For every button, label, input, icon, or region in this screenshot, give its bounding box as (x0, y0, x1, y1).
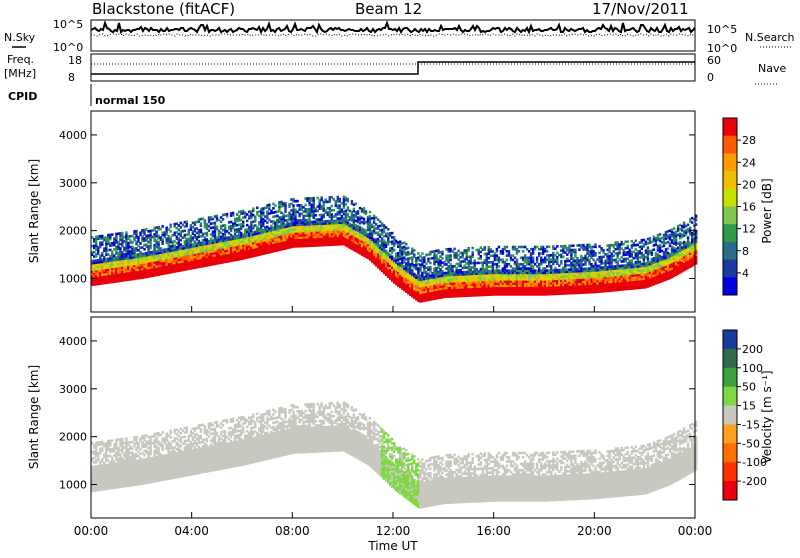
nsky-trace (91, 23, 695, 32)
powerBar-tick-label: 8 (742, 245, 749, 258)
freq-tick-bottom: 8 (68, 71, 75, 84)
noise-panel: N.Sky 10^5 10^0 10^5 10^0 N.Search (4, 18, 795, 55)
nave-tick-top: 60 (707, 54, 721, 67)
noise-tick-left-top: 10^5 (53, 18, 83, 31)
time-tick-label: 00:00 (74, 524, 109, 538)
time-axis: 00:00 04:00 08:00 12:00 16:00 20:00 00:00 (74, 306, 713, 538)
power-y-tick-label: 1000 (59, 273, 87, 286)
power-colorbar: 28 24 20 16 12 8 4 (723, 118, 756, 296)
velBar-tick-label: 200 (742, 343, 763, 356)
velocity-panel: 1000 2000 3000 4000 Slant Range [km] (27, 317, 697, 518)
powerBar-tick-label: 12 (742, 223, 756, 236)
velocity-y-tick-label: 3000 (59, 383, 87, 396)
noise-tick-left-bottom: 10^0 (53, 41, 83, 54)
time-tick-label: 16:00 (476, 524, 511, 538)
nave-tick-bottom: 0 (707, 71, 714, 84)
velBar-tick-label: -15 (742, 418, 760, 431)
noise-tick-right-top: 10^5 (707, 23, 737, 36)
power-ylabel: Slant Range [km] (27, 159, 41, 263)
power-colorbar-label: Power [dB] (760, 178, 774, 243)
cpid-value: normal 150 (95, 94, 166, 107)
time-tick-label: 04:00 (174, 524, 209, 538)
power-panel: 1000 2000 3000 4000 Slant Range [km] (27, 111, 697, 312)
beam-title: Beam 12 (355, 0, 422, 18)
nave-label: Nave (758, 62, 786, 75)
time-tick-label: 20:00 (577, 524, 612, 538)
powerBar-tick-label: 24 (742, 156, 756, 169)
freq-label-line1: Freq. (7, 53, 34, 66)
power-y-tick-label: 3000 (59, 177, 87, 190)
freq-tick-top: 18 (68, 54, 82, 67)
velocity-y-tick-label: 4000 (59, 335, 87, 348)
velBar-tick-label: 15 (742, 400, 756, 413)
nsearch-label: N.Search (745, 31, 795, 44)
velocity-y-tick-label: 1000 (59, 479, 87, 492)
nsky-label: N.Sky (4, 31, 36, 44)
powerBar-tick-label: 28 (742, 134, 756, 147)
powerBar-tick-label: 16 (742, 201, 756, 214)
time-tick-label: 12:00 (376, 524, 411, 538)
power-y-tick-label: 2000 (59, 225, 87, 238)
nsearch-trace (91, 34, 695, 36)
velBar-tick-label: -50 (742, 437, 760, 450)
power-backscatter (91, 196, 697, 303)
date-title: 17/Nov/2011 (592, 0, 689, 18)
powerBar-tick-label: 4 (742, 267, 749, 280)
time-tick-label: 08:00 (275, 524, 310, 538)
time-axis-label: Time UT (367, 539, 418, 553)
velBar-tick-label: -200 (742, 475, 767, 488)
time-tick-label: 00:00 (678, 524, 713, 538)
freq-panel: Freq. [MHz] 18 8 60 0 Nave (4, 53, 786, 84)
velocity-ylabel: Slant Range [km] (27, 365, 41, 469)
powerBar-tick-label: 20 (742, 178, 756, 191)
power-y-tick-label: 4000 (59, 129, 87, 142)
velocity-colorbar-label: Velocity [m s⁻¹] (760, 370, 774, 463)
cpid-row: CPID normal 150 (8, 84, 166, 107)
velocity-y-tick-label: 2000 (59, 431, 87, 444)
freq-label-line2: [MHz] (4, 67, 36, 80)
velBar-tick-label: 50 (742, 381, 756, 394)
cpid-label: CPID (8, 90, 37, 103)
station-title: Blackstone (fitACF) (92, 0, 235, 18)
velocity-backscatter (91, 402, 697, 509)
